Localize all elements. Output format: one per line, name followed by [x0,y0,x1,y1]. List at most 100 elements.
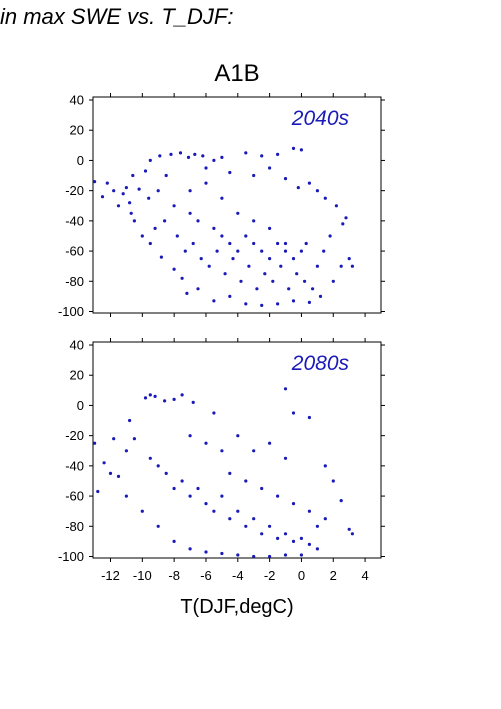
data-point [191,400,195,404]
data-point [156,464,160,468]
data-point [303,279,307,283]
data-point [220,196,224,200]
data-point [260,486,264,491]
data-point [153,226,157,230]
data-point [158,154,162,158]
data-point [228,517,232,521]
data-point [143,169,148,173]
data-point [276,494,280,498]
data-point [268,257,272,261]
data-point [140,509,144,513]
x-tick-label: -10 [133,568,152,583]
data-point [175,234,179,238]
data-point [315,547,319,551]
data-point [268,524,272,528]
data-point [260,249,264,253]
data-point [307,300,311,304]
data-point [247,264,251,268]
data-point [236,509,240,513]
data-point [236,211,240,215]
x-axis-label: T(DJF,degC) [180,596,293,618]
data-point [255,287,259,291]
data-point [307,542,311,547]
data-point [204,502,208,506]
data-point [148,456,152,460]
data-point [236,553,240,557]
data-point [283,241,288,246]
data-point [148,241,152,246]
x-tick-label: 4 [361,568,368,583]
y-tick-label: -60 [65,244,84,259]
data-point [307,181,311,185]
data-point [331,479,335,483]
data-point [287,287,291,291]
x-tick-label: 2 [330,568,337,583]
data-point [244,524,248,528]
x-tick-label: 0 [298,568,305,583]
data-point [260,154,264,158]
data-point [163,399,167,403]
data-point [350,532,354,536]
data-point [131,173,135,178]
data-point [220,234,224,238]
plot-frame [92,96,382,314]
data-point [291,257,296,261]
data-point [223,272,227,276]
data-point [180,276,184,280]
data-point [188,494,192,498]
data-point [347,257,351,261]
data-point [199,257,203,261]
data-point [299,536,303,541]
data-point [252,517,256,521]
data-point [276,241,280,246]
data-point [196,287,200,291]
data-point [96,489,100,494]
data-point [322,249,326,253]
y-tick-label: -80 [65,274,84,289]
panel-2040s: 40 20 0 -20 -40 -60 -80 -100 2040s [58,93,385,319]
y-tick-label: -40 [65,458,84,473]
data-point [204,166,208,170]
data-point [334,204,338,208]
data-point [163,219,167,223]
data-point [147,196,151,200]
data-point [172,397,176,401]
data-point [102,461,106,465]
data-point [350,264,354,268]
x-tick-label: -6 [200,568,212,583]
chart-panels: 40200-20-40-60-80-1002040s40200-20-40-60… [58,93,385,583]
data-point [212,411,216,415]
data-point [252,554,256,559]
data-point [239,279,243,283]
data-point [112,437,116,441]
data-point [156,189,160,193]
data-point [159,255,163,259]
data-point [212,158,216,162]
data-point [315,264,319,268]
y-tick-label: -100 [58,549,84,564]
page-title: in max SWE vs. T_DJF: [0,4,234,29]
data-point [331,279,335,283]
data-point [271,279,275,283]
x-tick-label: -2 [264,568,276,583]
y-tick-label: -100 [58,304,84,319]
x-tick-label: -8 [168,568,180,583]
data-point [283,387,288,391]
data-point [279,264,283,268]
data-point [299,148,303,152]
data-point [220,551,224,556]
data-point [307,415,311,420]
panel-period-label: 2040s [291,107,350,130]
data-point [220,449,224,453]
data-point [172,539,176,544]
panel-period-label: 2080s [291,352,350,375]
y-tick-label: 40 [70,93,84,108]
data-point [315,189,319,193]
data-point [124,186,128,190]
data-point [295,272,299,276]
data-point [180,393,184,397]
y-tick-label: -60 [65,489,84,504]
data-point [283,456,288,460]
plot-frame [92,341,382,559]
data-point [228,471,232,475]
